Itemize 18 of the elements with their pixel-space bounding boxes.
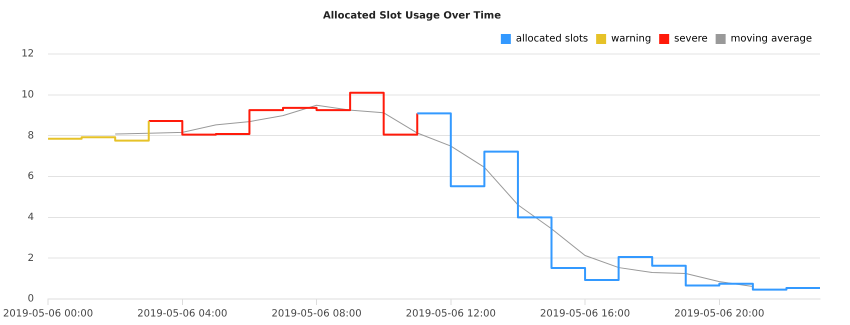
y-tick-label: 10 xyxy=(21,89,34,100)
y-tick-label: 12 xyxy=(21,48,34,60)
y-tick-label: 2 xyxy=(28,252,34,264)
x-tick-label: 2019-05-06 00:00 xyxy=(2,308,94,320)
x-tick-label: 2019-05-06 08:00 xyxy=(271,308,362,320)
y-tick-label: 0 xyxy=(28,294,34,305)
y-tick-label: 4 xyxy=(28,212,34,223)
x-tick-label: 2019-05-06 16:00 xyxy=(540,308,630,320)
legend-label: allocated slots xyxy=(516,34,588,45)
y-tick-label: 8 xyxy=(28,130,34,142)
x-tick-label: 2019-05-06 04:00 xyxy=(137,308,228,320)
legend-label: warning xyxy=(611,34,652,45)
chart-title: Allocated Slot Usage Over Time xyxy=(322,10,502,22)
x-tick-label: 2019-05-06 20:00 xyxy=(674,308,764,320)
legend-label: severe xyxy=(674,34,708,45)
legend-label: moving average xyxy=(730,34,812,45)
y-tick-label: 6 xyxy=(28,171,34,182)
x-tick-label: 2019-05-06 12:00 xyxy=(406,308,496,320)
